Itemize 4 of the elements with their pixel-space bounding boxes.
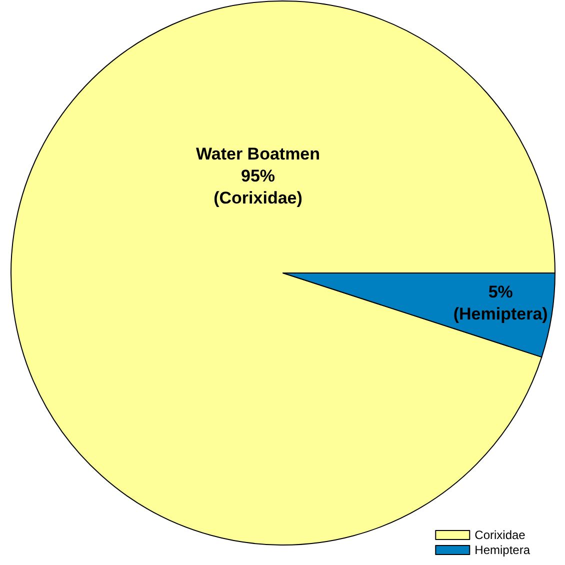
data-label: Water Boatmen 95% (Corixidae) [196,144,320,208]
data-label: 5% (Hemiptera) [453,282,548,324]
legend-label: Corixidae [474,528,526,542]
legend-label: Hemiptera [474,543,530,557]
